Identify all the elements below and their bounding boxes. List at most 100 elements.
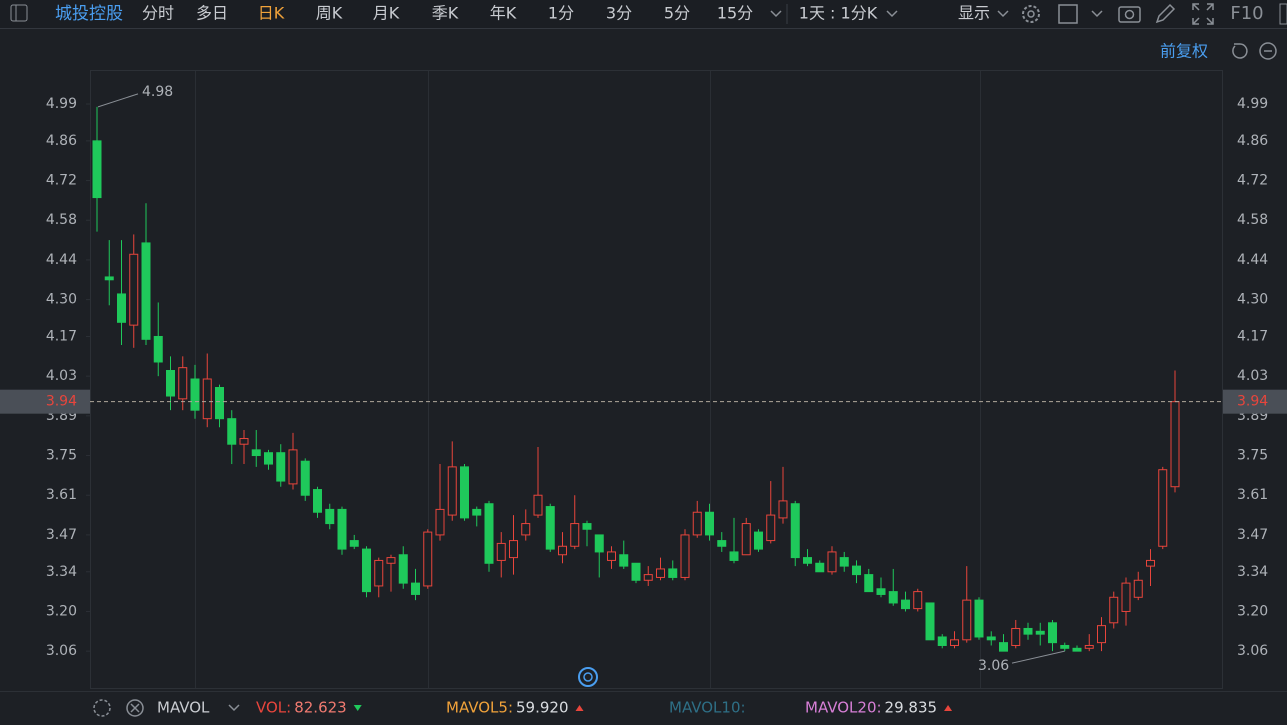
- period-tab[interactable]: 周K: [316, 4, 343, 23]
- candle-body: [999, 642, 1008, 652]
- candle-body: [888, 591, 898, 604]
- period-tab[interactable]: 年K: [490, 4, 517, 23]
- candle-body: [398, 554, 408, 584]
- candle-body: [227, 418, 237, 445]
- period-tab[interactable]: 1分: [548, 4, 574, 23]
- period-tab[interactable]: 多日: [196, 4, 228, 23]
- layout-chevron[interactable]: [1091, 10, 1103, 18]
- y-tick-label-right: 4.44: [1237, 252, 1268, 268]
- candle-body: [423, 531, 433, 587]
- candle-body: [460, 466, 469, 519]
- candle-body: [901, 599, 910, 610]
- reset-icon[interactable]: [1232, 43, 1248, 59]
- more-periods[interactable]: [770, 10, 782, 18]
- display-chevron[interactable]: [997, 10, 1009, 18]
- indicator-value: 59.920: [516, 699, 569, 717]
- zoom-out-icon[interactable]: [1259, 42, 1277, 60]
- candle-body: [607, 551, 616, 561]
- y-tick-label-right: 3.61: [1237, 487, 1268, 503]
- interval-chevron[interactable]: [886, 10, 898, 18]
- period-tab[interactable]: 5分: [664, 4, 690, 23]
- period-tab[interactable]: 3分: [606, 4, 632, 23]
- candle-body: [349, 540, 359, 547]
- adjust-mode[interactable]: 前复权: [1160, 42, 1208, 61]
- period-tab[interactable]: 日K: [258, 4, 285, 23]
- indicator-close-x: [130, 703, 140, 713]
- candle-body: [276, 452, 286, 482]
- y-tick-label-right: 4.99: [1237, 96, 1268, 112]
- y-tick-label: 4.58: [46, 212, 77, 228]
- y-tick-label: 4.72: [46, 173, 77, 189]
- candle-body: [803, 557, 812, 564]
- candle-body: [1072, 647, 1082, 652]
- candle-body: [300, 460, 310, 496]
- candle-body: [594, 534, 604, 553]
- candle-body: [1133, 579, 1143, 598]
- candle-body: [141, 242, 151, 340]
- candle-body: [582, 523, 592, 530]
- indicator-chevron[interactable]: [228, 704, 240, 712]
- period-tab[interactable]: 月K: [373, 4, 400, 23]
- sidebar-toggle[interactable]: [10, 4, 28, 22]
- candle-body: [509, 540, 518, 559]
- y-tick-label-right: 4.17: [1237, 328, 1268, 344]
- y-tick-label: 3.34: [46, 564, 77, 580]
- period-tab[interactable]: 季K: [432, 4, 459, 23]
- candle-body: [447, 466, 457, 516]
- y-tick-label-right: 4.30: [1237, 292, 1268, 308]
- indicator-settings[interactable]: [93, 699, 111, 717]
- settings-icon[interactable]: [1022, 5, 1040, 23]
- last-price-box-right: [1223, 389, 1287, 414]
- candle-body: [827, 551, 837, 573]
- candle-body: [656, 568, 665, 578]
- period-tab[interactable]: 15分: [717, 4, 753, 23]
- stock-name[interactable]: 城投控股: [55, 4, 123, 24]
- camera-lens: [1124, 9, 1135, 20]
- candle-body: [129, 253, 139, 326]
- candle-body: [1158, 469, 1168, 547]
- indicator-label: MAVOL20:: [805, 699, 882, 717]
- indicator-label: MAVOL10:: [669, 699, 746, 717]
- y-tick-label: 3.75: [46, 448, 77, 464]
- y-tick-label-right: 3.75: [1237, 448, 1268, 464]
- fullscreen-icon[interactable]: [1192, 3, 1214, 25]
- period-tab[interactable]: 分时: [142, 4, 174, 23]
- trend-arrow: [353, 705, 362, 711]
- candle-body: [288, 449, 298, 485]
- candle-body: [913, 591, 923, 610]
- candle-body: [925, 602, 935, 641]
- candle-body: [692, 511, 702, 536]
- candle-body: [754, 531, 763, 550]
- candle-body: [1023, 627, 1033, 635]
- y-tick-label-right: 3.47: [1237, 527, 1268, 543]
- side-panel-icon[interactable]: [1279, 3, 1287, 25]
- candle-body: [92, 140, 102, 199]
- interval-select[interactable]: 1天 : 1分K: [799, 4, 878, 23]
- candle-body: [950, 639, 959, 646]
- plot-frame: [90, 70, 1223, 689]
- candle-body: [484, 503, 494, 564]
- y-tick-label-right: 3.06: [1237, 643, 1268, 659]
- y-tick-label: 4.86: [46, 133, 77, 149]
- candle-body: [668, 568, 678, 578]
- candle-body: [202, 378, 212, 420]
- candle-body: [1060, 644, 1070, 649]
- camera-icon[interactable]: [1118, 6, 1141, 23]
- f10-button[interactable]: F10: [1230, 3, 1263, 24]
- indicator-name[interactable]: MAVOL: [157, 699, 210, 717]
- candle-body: [1170, 401, 1180, 488]
- candle-body: [790, 503, 800, 559]
- candle-body: [104, 276, 114, 281]
- locate-icon[interactable]: [578, 667, 598, 687]
- indicator-close[interactable]: [126, 699, 144, 717]
- locate-icon-center: [583, 672, 593, 682]
- last-price-box-left: [0, 389, 90, 414]
- candle-body: [178, 367, 188, 400]
- layout-icon[interactable]: [1058, 4, 1078, 24]
- candle-body: [362, 548, 371, 593]
- y-tick-label-right: 4.58: [1237, 212, 1268, 228]
- draw-icon[interactable]: [1155, 3, 1176, 24]
- y-tick-label: 3.06: [46, 643, 77, 659]
- display-menu[interactable]: 显示: [958, 4, 990, 23]
